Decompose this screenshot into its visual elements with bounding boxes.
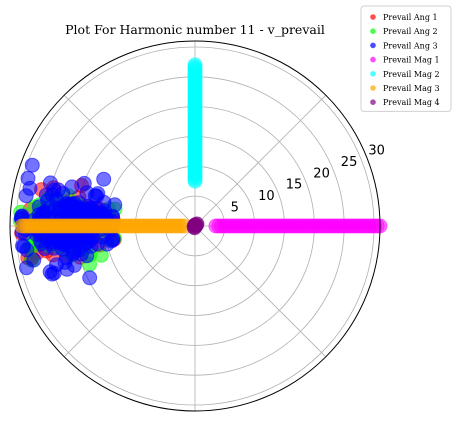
prevail-ang-3-point <box>16 239 32 254</box>
theta-gridline <box>63 225 196 358</box>
polar-frame <box>9 40 381 412</box>
theta-gridline <box>194 225 327 358</box>
legend-marker <box>370 85 376 91</box>
legend-label: Prevail Mag 3 <box>383 84 440 93</box>
legend-label: Prevail Ang 1 <box>383 13 438 22</box>
radial-tick-labels: 5 10 15 20 25 30 <box>231 144 385 216</box>
theta-gridline <box>63 94 196 227</box>
prevail-ang-3-point <box>82 270 98 286</box>
theta-gridline <box>194 94 327 227</box>
prevail-ang-3-point <box>19 260 34 276</box>
prevail-ang-3-point <box>76 175 92 191</box>
legend-label: Prevail Mag 2 <box>383 70 440 79</box>
legend-marker <box>370 56 376 63</box>
r-tick-label: 25 <box>341 155 358 170</box>
legend-box <box>360 5 452 112</box>
r-tick-label: 15 <box>286 178 303 193</box>
prevail-ang-3-point <box>96 171 112 187</box>
legend-label: Prevail Mag 4 <box>383 98 440 107</box>
prevail-mag-3-point <box>14 218 30 234</box>
legend-label: Prevail Mag 1 <box>383 56 440 65</box>
prevail-ang-3-point <box>50 182 66 198</box>
legend-label: Prevail Ang 2 <box>383 27 438 36</box>
r-tick-label: 5 <box>231 201 239 216</box>
prevail-ang-3-point <box>24 157 40 173</box>
prevail-mag-4-point <box>189 216 205 232</box>
prevail-ang-3-point <box>83 203 99 219</box>
legend-marker <box>370 99 376 105</box>
legend: Prevail Ang 1 Prevail Ang 2 Prevail Ang 3 P… <box>360 5 452 112</box>
data-points <box>12 57 388 286</box>
prevail-ang-3-point <box>82 233 98 249</box>
legend-marker <box>370 14 376 20</box>
r-tick-label: 20 <box>313 166 330 181</box>
prevail-mag-2-point <box>187 57 203 73</box>
prevail-ang-3-point <box>56 237 72 253</box>
prevail-ang-3-point <box>35 205 51 221</box>
r-tick-label: 30 <box>368 144 385 159</box>
legend-marker <box>370 71 376 77</box>
chart-title: Plot For Harmonic number 11 - v_prevail <box>65 22 325 37</box>
legend-label: Prevail Ang 3 <box>383 41 438 50</box>
legend-marker <box>370 42 376 49</box>
r-tick-label: 10 <box>258 189 275 204</box>
prevail-ang-3-point <box>22 180 38 196</box>
legend-marker <box>370 28 376 34</box>
